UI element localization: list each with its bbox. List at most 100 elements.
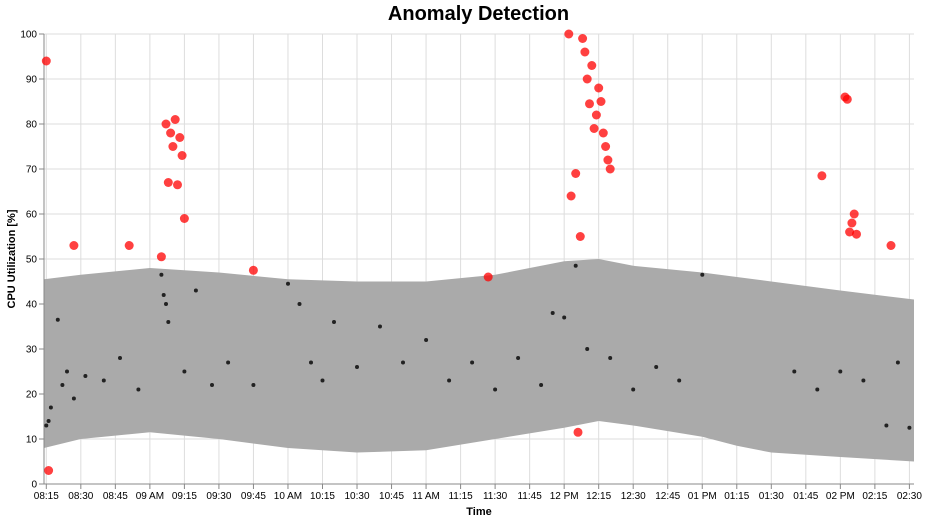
anomaly-point xyxy=(161,119,171,129)
normal-point xyxy=(700,272,705,277)
anomaly-point xyxy=(847,218,857,228)
normal-point xyxy=(585,347,590,351)
anomaly-point xyxy=(886,241,896,250)
y-tick-label: 0 xyxy=(31,480,37,491)
normal-point xyxy=(332,320,336,324)
anomaly-point xyxy=(179,214,189,223)
expected-range-area xyxy=(44,259,914,462)
x-tick-label: 08:15 xyxy=(34,491,59,502)
chart-title: Anomaly Detection xyxy=(387,3,570,25)
normal-point xyxy=(60,383,65,387)
anomaly-point xyxy=(69,241,79,250)
anomaly-point xyxy=(177,151,187,160)
x-tick-label: 01:15 xyxy=(724,491,749,502)
normal-point xyxy=(792,369,797,374)
x-tick-label: 10:45 xyxy=(379,491,404,502)
anomaly-point xyxy=(575,232,585,241)
normal-point xyxy=(210,383,214,387)
normal-point xyxy=(895,360,900,365)
anomaly-point xyxy=(603,155,613,165)
anomaly-point xyxy=(849,209,859,219)
x-tick-label: 09:30 xyxy=(206,491,231,502)
x-tick-label: 12:30 xyxy=(621,491,646,502)
anomaly-point xyxy=(596,97,606,106)
anomaly-point xyxy=(248,265,258,275)
normal-point xyxy=(378,324,382,329)
anomaly-point xyxy=(566,191,576,201)
anomaly-point xyxy=(582,74,592,84)
x-tick-label: 08:45 xyxy=(103,491,128,502)
x-tick-label: 11:45 xyxy=(517,491,542,502)
anomaly-point xyxy=(163,178,173,187)
x-tick-label: 09:15 xyxy=(172,491,197,502)
anomaly-point xyxy=(168,142,178,151)
x-tick-label: 09:45 xyxy=(241,491,266,502)
normal-point xyxy=(65,369,69,374)
anomaly-point xyxy=(580,47,590,57)
x-tick-label: 09 AM xyxy=(136,491,164,502)
anomaly-point xyxy=(175,133,185,142)
anomaly-point xyxy=(564,29,574,39)
anomaly-point xyxy=(124,241,134,250)
normal-point xyxy=(46,419,51,423)
normal-point xyxy=(424,338,429,342)
x-tick-label: 02:15 xyxy=(862,491,887,502)
anomaly-point xyxy=(598,128,608,138)
normal-point xyxy=(573,263,578,268)
normal-point xyxy=(44,423,49,428)
normal-point xyxy=(286,281,290,286)
normal-point xyxy=(550,311,555,315)
normal-point xyxy=(226,360,231,365)
x-tick-label: 12 PM xyxy=(550,491,579,502)
normal-point xyxy=(654,365,659,369)
anomaly-point xyxy=(605,164,615,174)
anomaly-point xyxy=(573,427,583,437)
y-tick-label: 60 xyxy=(26,210,38,221)
x-tick-label: 11:15 xyxy=(448,491,473,502)
anomaly-point xyxy=(601,142,611,151)
normal-point xyxy=(159,272,164,277)
normal-point xyxy=(493,387,498,392)
y-tick-label: 80 xyxy=(26,120,38,131)
x-tick-label: 08:30 xyxy=(68,491,93,502)
anomaly-point xyxy=(170,115,180,124)
normal-point xyxy=(118,356,122,360)
normal-point xyxy=(815,387,820,392)
anomaly-point xyxy=(852,229,861,239)
normal-point xyxy=(401,360,405,365)
normal-point xyxy=(631,387,636,392)
normal-point xyxy=(166,320,171,324)
x-tick-label: 10:30 xyxy=(345,491,370,502)
normal-point xyxy=(608,356,613,360)
normal-points-series xyxy=(44,263,912,430)
anomaly-point xyxy=(41,56,51,66)
normal-point xyxy=(71,396,76,401)
x-tick-label: 12:15 xyxy=(586,491,611,502)
y-tick-label: 20 xyxy=(26,390,38,401)
anomaly-points-series xyxy=(41,29,896,475)
normal-point xyxy=(182,369,187,374)
normal-point xyxy=(83,374,88,378)
y-axis-title: CPU Utilization [%] xyxy=(6,209,18,308)
y-tick-label: 70 xyxy=(26,165,38,176)
normal-point xyxy=(320,378,325,383)
normal-point xyxy=(470,360,475,365)
x-tick-label: 12:45 xyxy=(655,491,680,502)
y-tick-label: 90 xyxy=(26,75,38,86)
normal-point xyxy=(309,360,313,365)
anomaly-point xyxy=(166,128,176,138)
y-tick-label: 10 xyxy=(26,435,38,446)
x-tick-label: 10 AM xyxy=(274,491,302,502)
normal-point xyxy=(884,423,889,428)
x-tick-label: 01:45 xyxy=(793,491,818,502)
x-tick-label: 10:15 xyxy=(310,491,335,502)
normal-point xyxy=(136,387,141,392)
tick-labels: 0 10 20 30 40 50 60 70 80 90 100 08:15 08:30 08:45 09 … xyxy=(20,30,922,503)
normal-point xyxy=(447,378,452,383)
anomaly-point xyxy=(594,83,604,93)
normal-point xyxy=(101,378,106,383)
normal-point xyxy=(48,405,53,410)
x-tick-label: 11:30 xyxy=(483,491,508,502)
anomaly-point xyxy=(156,252,166,262)
axes xyxy=(39,33,914,489)
